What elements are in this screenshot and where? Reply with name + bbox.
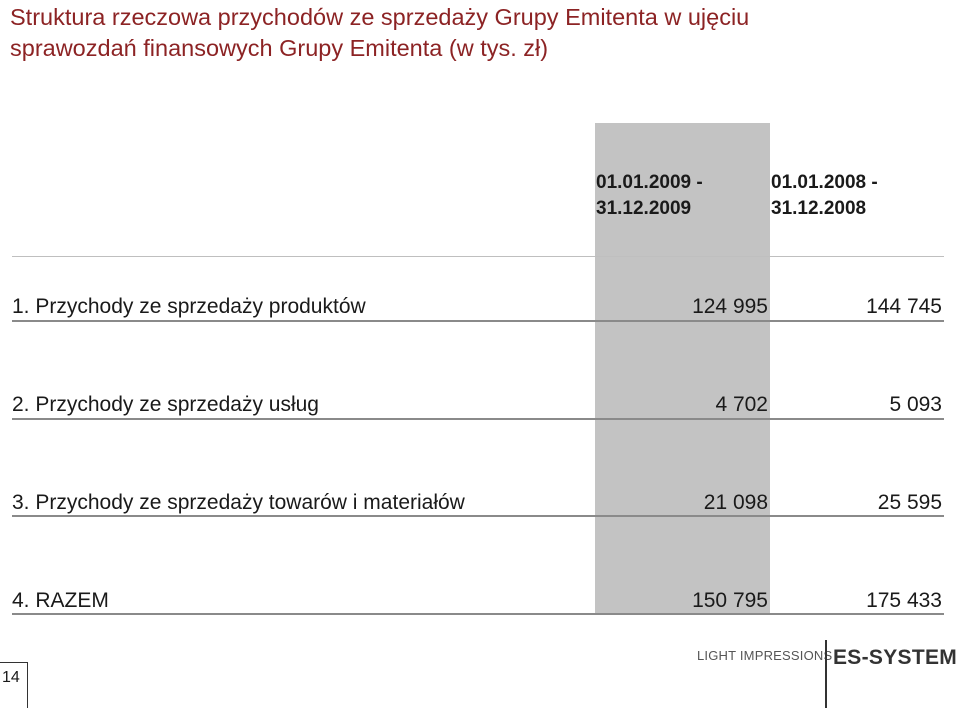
row-label-products: 1. Przychody ze sprzedaży produktów bbox=[12, 295, 366, 318]
company-logo: ES-SYSTEM bbox=[833, 646, 958, 669]
slide-title-line-1: Struktura rzeczowa przychodów ze sprzeda… bbox=[10, 4, 750, 30]
row-divider bbox=[12, 418, 944, 420]
column-header-2008-line-1: 01.01.2008 - bbox=[771, 172, 878, 193]
row-value-services-2008: 5 093 bbox=[889, 393, 942, 416]
row-value-total-2008: 175 433 bbox=[866, 589, 942, 612]
column-header-2008: 01.01.2008 - 31.12.2008 bbox=[771, 170, 878, 222]
highlight-column-2009 bbox=[595, 123, 770, 614]
column-header-2009-line-2: 31.12.2009 bbox=[596, 198, 692, 219]
footer-tagline: LIGHT IMPRESSIONS bbox=[697, 648, 833, 663]
row-label-goods: 3. Przychody ze sprzedaży towarów i mate… bbox=[12, 491, 465, 514]
row-value-services-2009: 4 702 bbox=[715, 393, 768, 416]
row-value-total-2009: 150 795 bbox=[692, 589, 768, 612]
footer-divider bbox=[825, 640, 827, 708]
row-value-goods-2008: 25 595 bbox=[877, 491, 942, 514]
row-divider bbox=[12, 515, 944, 517]
column-header-2009-line-1: 01.01.2009 - bbox=[596, 172, 703, 193]
header-divider bbox=[12, 256, 944, 257]
row-value-products-2008: 144 745 bbox=[866, 295, 942, 318]
row-label-services: 2. Przychody ze sprzedaży usług bbox=[12, 393, 319, 416]
column-header-2009: 01.01.2009 - 31.12.2009 bbox=[596, 170, 703, 222]
row-divider bbox=[12, 320, 944, 322]
page-number-box: 14 bbox=[0, 662, 28, 708]
row-divider bbox=[12, 613, 944, 615]
column-header-2008-line-2: 31.12.2008 bbox=[771, 198, 867, 219]
page-number: 14 bbox=[2, 669, 20, 686]
row-value-products-2009: 124 995 bbox=[692, 295, 768, 318]
slide-title: Struktura rzeczowa przychodów ze sprzeda… bbox=[10, 2, 950, 64]
row-value-goods-2009: 21 098 bbox=[703, 491, 768, 514]
row-label-total: 4. RAZEM bbox=[12, 589, 109, 612]
slide-title-line-2: sprawozdań finansowych Grupy Emitenta (w… bbox=[10, 35, 549, 61]
